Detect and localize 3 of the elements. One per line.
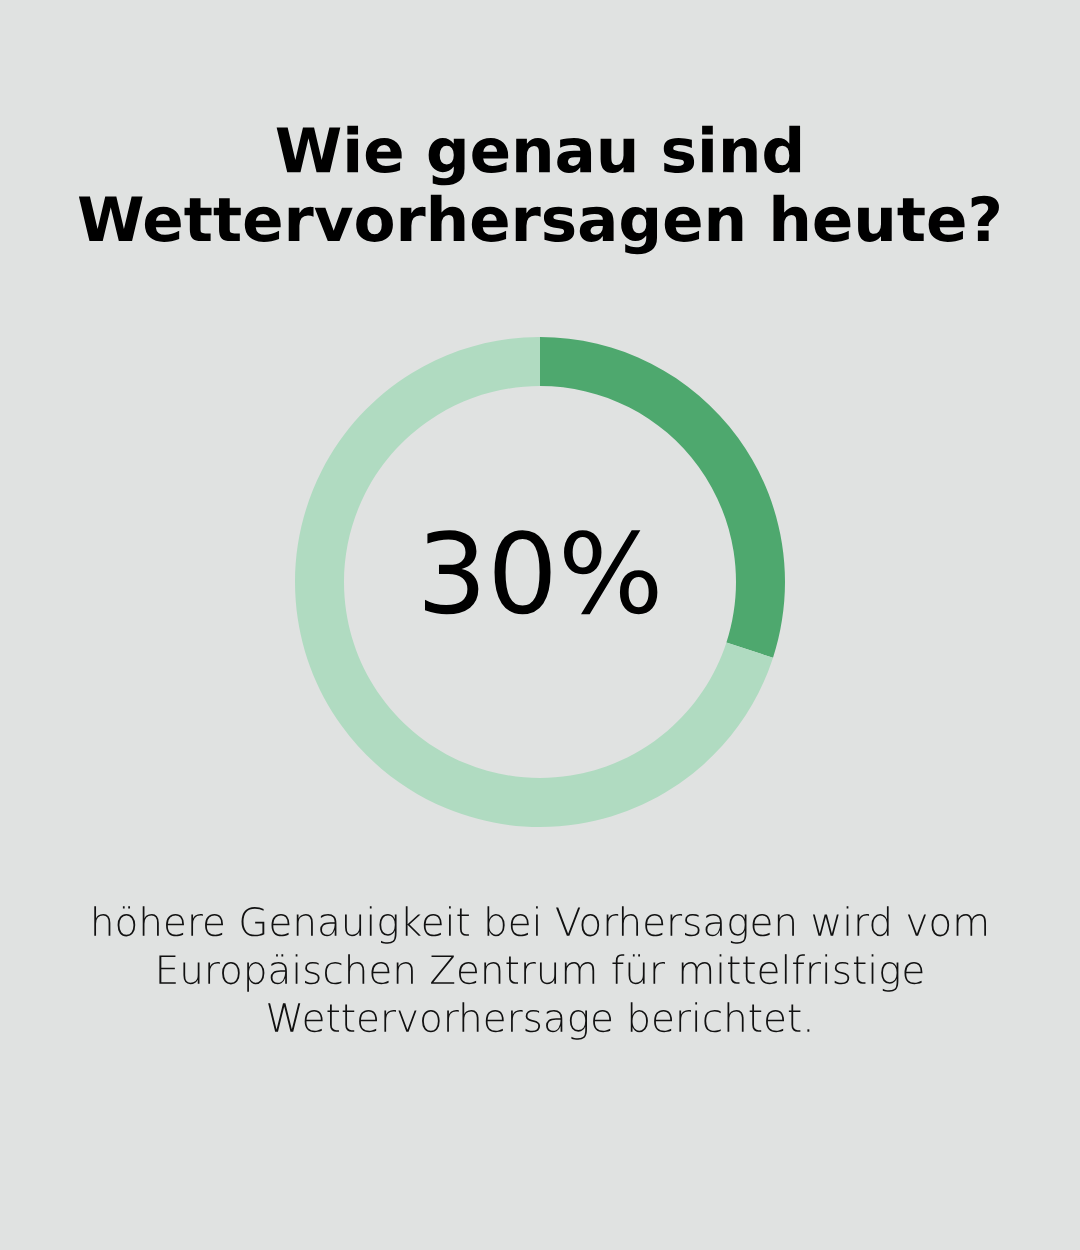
text: höhere Genauigkeit bei Vorhersagen wird vom Europäischen Zentrum für mittelfristige Wettervorhersage berichtet. xyxy=(94,906,986,1040)
chart-title: Wie genau sind Wettervorhersagen heute? xyxy=(78,125,999,255)
text: 30% xyxy=(424,530,658,615)
